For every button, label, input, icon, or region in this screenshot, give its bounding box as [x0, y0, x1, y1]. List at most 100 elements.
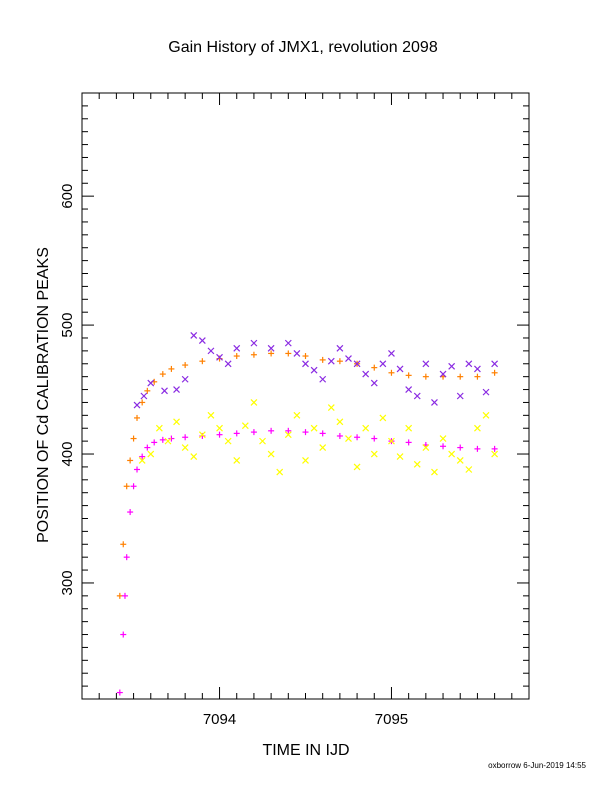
marker-stroke — [233, 344, 241, 352]
data-point-series-3 — [431, 399, 438, 406]
marker-stroke — [207, 411, 215, 419]
data-point-series-4 — [388, 437, 395, 445]
data-point-series-4 — [138, 457, 146, 464]
data-point-series-3 — [233, 344, 241, 352]
marker-stroke — [431, 468, 438, 476]
data-point-series-3 — [216, 353, 223, 361]
data-point-series-4 — [233, 457, 241, 464]
marker-stroke — [327, 357, 335, 365]
data-point-series-2 — [144, 444, 151, 451]
data-point-series-3 — [336, 344, 344, 352]
data-point-series-1 — [422, 373, 429, 380]
data-point-series-1 — [159, 371, 166, 378]
marker-stroke — [284, 431, 292, 439]
data-point-series-3 — [482, 388, 490, 396]
data-point-series-4 — [422, 444, 430, 451]
data-point-series-1 — [130, 435, 137, 442]
marker-stroke — [181, 444, 189, 451]
data-point-series-1 — [199, 358, 206, 365]
data-point-series-2 — [336, 432, 343, 439]
data-point-series-4 — [207, 411, 215, 419]
data-point-series-1 — [168, 365, 175, 372]
marker-stroke — [327, 404, 335, 412]
marker-stroke — [190, 331, 198, 339]
data-point-series-3 — [310, 366, 318, 374]
data-point-series-4 — [353, 463, 361, 471]
footer-stamp: oxborrow 6-Jun-2019 14:55 — [488, 761, 586, 770]
data-point-series-1 — [319, 356, 326, 363]
data-point-series-4 — [336, 418, 344, 426]
marker-stroke — [439, 435, 447, 442]
marker-stroke — [456, 457, 464, 464]
marker-stroke — [164, 437, 172, 445]
data-point-series-4 — [491, 450, 499, 458]
data-point-series-4 — [147, 450, 155, 458]
data-point-series-2 — [151, 439, 158, 446]
data-point-series-4 — [327, 404, 335, 412]
marker-stroke — [482, 388, 490, 396]
data-point-series-4 — [181, 444, 189, 451]
marker-stroke — [431, 399, 438, 406]
marker-stroke — [173, 418, 180, 426]
data-point-series-3 — [293, 350, 301, 357]
marker-stroke — [267, 344, 275, 352]
data-point-series-3 — [379, 360, 387, 368]
marker-stroke — [241, 422, 249, 430]
marker-stroke — [379, 360, 387, 368]
data-point-series-2 — [182, 434, 189, 441]
data-point-series-4 — [224, 437, 232, 445]
data-point-series-1 — [127, 457, 134, 464]
y-tick-label: 600 — [59, 184, 76, 209]
data-point-series-3 — [147, 379, 155, 387]
marker-stroke — [439, 370, 447, 378]
axis-tick-labels: 7094 7095 300 400 500 600 — [59, 184, 408, 728]
data-point-series-3 — [181, 375, 189, 383]
marker-stroke — [396, 453, 404, 461]
marker-stroke — [259, 437, 266, 445]
data-point-series-1 — [134, 414, 141, 421]
marker-stroke — [370, 450, 378, 458]
data-point-series-3 — [439, 370, 447, 378]
marker-stroke — [267, 450, 275, 458]
data-point-series-4 — [448, 450, 456, 458]
marker-stroke — [396, 365, 404, 373]
data-point-series-2 — [285, 427, 292, 434]
data-point-series-4 — [284, 431, 292, 439]
data-point-series-2 — [168, 435, 175, 442]
x-tick-label: 7094 — [203, 711, 236, 728]
marker-stroke — [336, 418, 344, 426]
marker-stroke — [198, 337, 206, 344]
data-point-series-3 — [491, 360, 499, 368]
data-point-series-3 — [413, 392, 421, 400]
data-point-series-2 — [440, 443, 447, 450]
y-tick-label: 400 — [59, 442, 76, 467]
y-tick-label: 300 — [59, 570, 76, 595]
data-point-series-4 — [379, 414, 387, 422]
data-point-series-4 — [302, 457, 309, 464]
marker-stroke — [405, 386, 413, 393]
data-point-series-4 — [405, 424, 413, 432]
marker-stroke — [362, 424, 370, 432]
data-point-series-1 — [457, 373, 464, 380]
data-point-series-1 — [388, 369, 395, 376]
marker-stroke — [190, 453, 198, 461]
data-point-series-2 — [233, 430, 240, 437]
marker-stroke — [198, 431, 206, 439]
marker-stroke — [173, 386, 180, 393]
marker-stroke — [276, 468, 284, 476]
data-point-series-3 — [448, 362, 456, 370]
data-point-series-3 — [396, 365, 404, 373]
marker-stroke — [233, 457, 241, 464]
data-point-series-3 — [362, 370, 370, 378]
data-point-series-1 — [120, 541, 127, 548]
marker-stroke — [388, 350, 395, 357]
data-point-series-2 — [371, 435, 378, 442]
marker-stroke — [345, 355, 352, 363]
marker-stroke — [293, 411, 301, 419]
marker-stroke — [216, 353, 223, 361]
data-point-series-4 — [456, 457, 464, 464]
data-point-series-3 — [198, 337, 206, 344]
data-point-series-4 — [164, 437, 172, 445]
